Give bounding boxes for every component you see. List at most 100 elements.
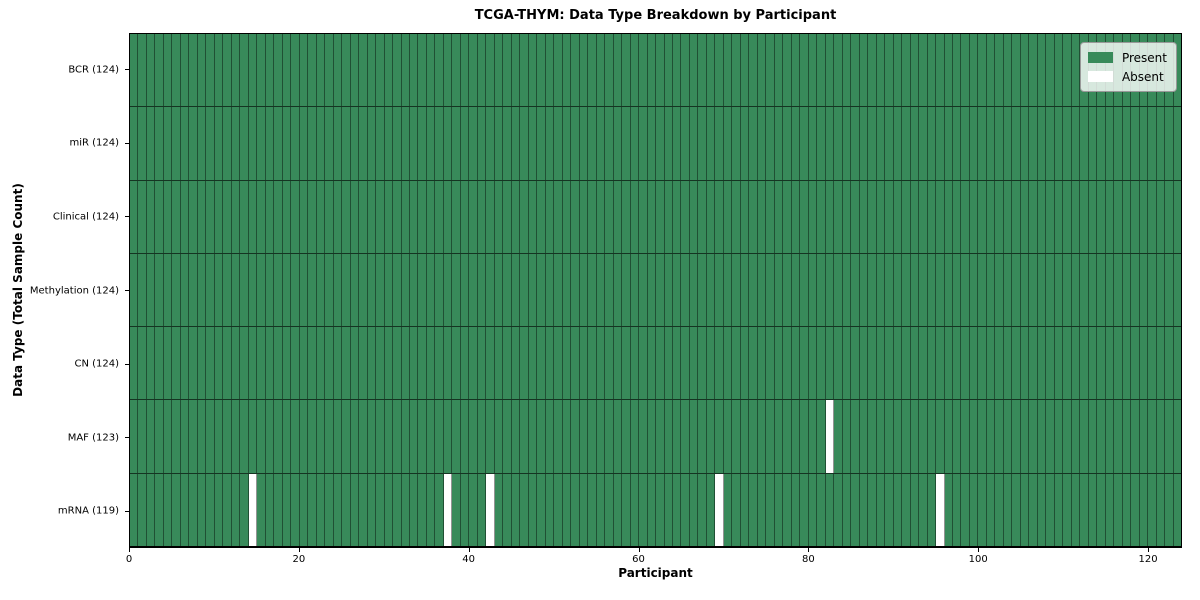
heatmap-cell-present [418, 253, 427, 327]
heatmap-cell-present [257, 473, 266, 546]
heatmap-cell-present [613, 34, 623, 107]
y-tick-label: Clinical (124) [52, 211, 119, 223]
heatmap-cell-present [834, 180, 843, 253]
x-tick-label: 20 [292, 554, 306, 565]
heatmap-cell-present [316, 107, 326, 180]
heatmap-cell-present [426, 400, 436, 473]
heatmap-cell-present [1071, 253, 1081, 327]
heatmap-cell-present [240, 180, 249, 253]
heatmap-cell-present [452, 34, 461, 107]
heatmap-cell-present [503, 34, 512, 107]
heatmap-cell-present [681, 253, 690, 327]
heatmap-cell-present [554, 473, 563, 546]
heatmap-cell-present [605, 180, 614, 253]
heatmap-cell-present [299, 180, 309, 253]
heatmap-cell-present [469, 107, 478, 180]
heatmap-cell-present [630, 400, 640, 473]
y-tick-label: MAF (123) [67, 432, 119, 444]
heatmap-cell-present [1088, 327, 1098, 400]
heatmap-cell-present [231, 180, 241, 253]
heatmap-cell-present [511, 107, 521, 180]
y-tick-label: mRNA (119) [57, 505, 119, 517]
heatmap-cell-present [817, 180, 826, 253]
heatmap-cell-present [647, 253, 657, 327]
heatmap-cell-present [936, 327, 945, 400]
heatmap-cell-present [1020, 327, 1030, 400]
heatmap-cell-present [435, 400, 444, 473]
x-tick-mark [1148, 548, 1150, 552]
heatmap-cell-present [520, 253, 529, 327]
heatmap-cell-present [893, 107, 903, 180]
heatmap-cell-present [231, 473, 241, 546]
heatmap-cell-present [325, 180, 334, 253]
heatmap-cell-present [291, 107, 300, 180]
heatmap-cell-present [163, 253, 173, 327]
heatmap-cell-present [206, 107, 215, 180]
heatmap-cell-present [783, 473, 792, 546]
heatmap-cell-present [774, 400, 784, 473]
heatmap-cell-present [936, 107, 945, 180]
heatmap-cell-present [367, 180, 377, 253]
y-tick-mark [125, 290, 129, 291]
heatmap-cell-present [1071, 180, 1081, 253]
heatmap-cell-present [1020, 180, 1030, 253]
heatmap-cell-present [316, 180, 326, 253]
heatmap-cell-present [605, 107, 614, 180]
heatmap-cell-present [155, 107, 164, 180]
heatmap-cell-present [774, 34, 784, 107]
heatmap-cell-present [902, 327, 911, 400]
x-tick-label: 40 [462, 554, 476, 565]
heatmap-cell-present [944, 400, 953, 473]
heatmap-cell-present [1029, 180, 1038, 253]
heatmap-cell-present [291, 400, 300, 473]
heatmap-cell-present [1097, 400, 1106, 473]
heatmap-cell-present [146, 34, 156, 107]
heatmap-cell-present [902, 34, 911, 107]
heatmap-cell-present [995, 327, 1004, 400]
legend-item-absent: Absent [1087, 67, 1167, 86]
heatmap-cell-present [163, 34, 173, 107]
heatmap-cell-present [316, 400, 326, 473]
heatmap-cell-present [1020, 34, 1030, 107]
heatmap-cell-present [571, 180, 580, 253]
heatmap-cell-present [520, 327, 529, 400]
heatmap-cell-present [1003, 180, 1013, 253]
heatmap-cell-present [783, 253, 792, 327]
heatmap-cell-present [919, 473, 928, 546]
heatmap-cell-present [359, 34, 368, 107]
heatmap-cell-present [766, 253, 775, 327]
heatmap-cell-present [851, 107, 860, 180]
heatmap-cell-present [817, 107, 826, 180]
heatmap-cell-present [486, 253, 495, 327]
heatmap-cell-present [1105, 327, 1115, 400]
heatmap-cell-present [130, 253, 139, 327]
heatmap-cell-present [130, 400, 139, 473]
heatmap-cell-present [1105, 253, 1115, 327]
heatmap-cell-present [562, 180, 572, 253]
heatmap-cell-present [859, 400, 869, 473]
heatmap-cell-present [1131, 180, 1140, 253]
heatmap-cell-absent [443, 473, 453, 546]
heatmap-cell-present [1139, 107, 1149, 180]
heatmap-cell-present [240, 253, 249, 327]
heatmap-cell-present [265, 107, 275, 180]
heatmap-cell-present [579, 107, 589, 180]
heatmap-cell-present [774, 253, 784, 327]
heatmap-cell-present [1080, 327, 1089, 400]
heatmap-cell-present [206, 473, 215, 546]
heatmap-cell-present [460, 107, 470, 180]
heatmap-cell-present [223, 34, 232, 107]
heatmap-cell-present [944, 253, 953, 327]
heatmap-cell-present [723, 107, 733, 180]
heatmap-cell-present [749, 107, 758, 180]
heatmap-cell-present [384, 253, 394, 327]
heatmap-cell-present [545, 34, 555, 107]
heatmap-cell-present [732, 400, 741, 473]
heatmap-cell-present [274, 34, 283, 107]
heatmap-cell-present [528, 327, 538, 400]
heatmap-cell-present [825, 107, 835, 180]
heatmap-cell-present [189, 107, 198, 180]
heatmap-cell-present [265, 473, 275, 546]
heatmap-cell-present [902, 400, 911, 473]
heatmap-cell-present [1029, 327, 1038, 400]
